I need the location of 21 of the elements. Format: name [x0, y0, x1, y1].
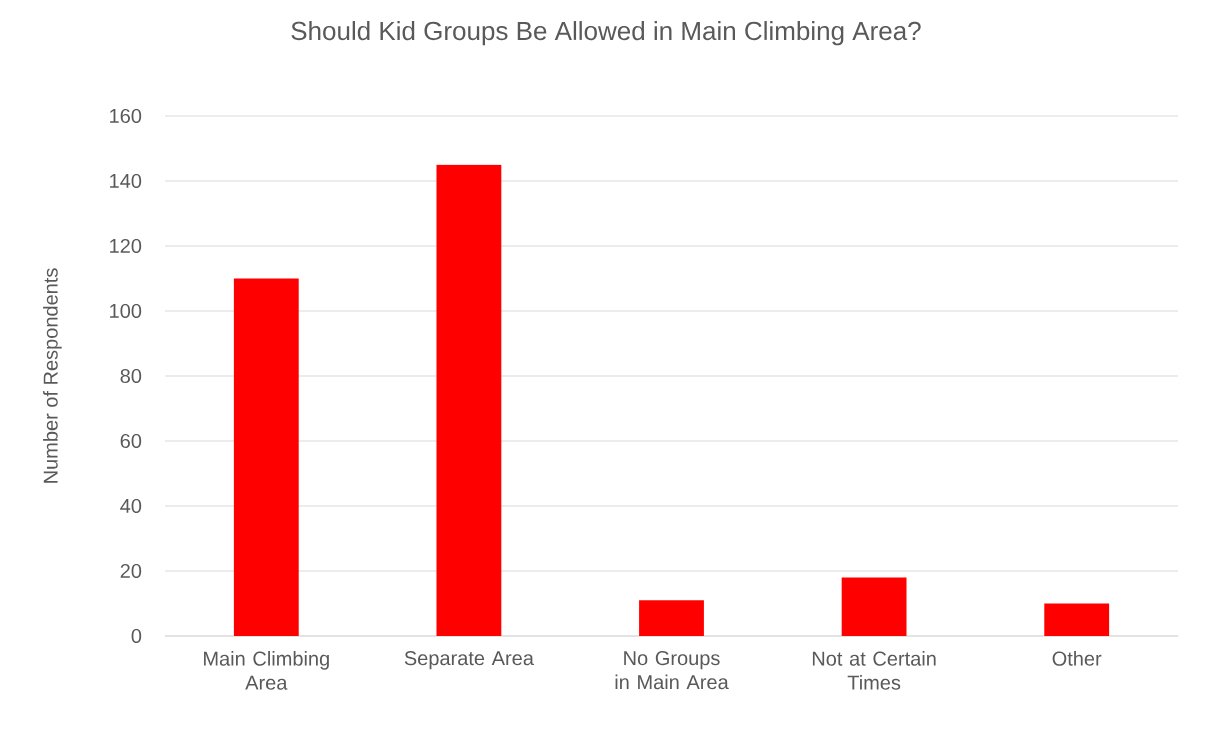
- bar: [1044, 603, 1110, 636]
- x-tick-label: Not at Certain Times: [812, 651, 936, 690]
- y-tick-label: 160: [110, 108, 142, 124]
- bar: [436, 164, 502, 636]
- x-tick-label: Other: [1052, 651, 1102, 666]
- y-axis-title: Number of Respondents: [43, 268, 62, 483]
- y-tick-label: 60: [120, 433, 142, 449]
- x-tick-label: No Groups in Main Area: [615, 651, 729, 690]
- bar: [841, 577, 907, 636]
- y-tick-label: 140: [110, 173, 142, 189]
- bar: [639, 600, 704, 636]
- x-tick-label: Separate Area: [404, 651, 534, 670]
- y-tick-label: 80: [120, 368, 142, 384]
- y-tick-label: 100: [110, 303, 142, 319]
- y-tick-label: 0: [131, 628, 142, 644]
- chart-title: Should Kid Groups Be Allowed in Main Climbing Area?: [291, 21, 921, 46]
- x-tick-label: Main Climbing Area: [204, 651, 329, 690]
- y-tick-label: 120: [110, 238, 142, 254]
- y-tick-label: 40: [120, 498, 142, 514]
- bar: [233, 278, 299, 636]
- y-tick-label: 20: [120, 563, 142, 579]
